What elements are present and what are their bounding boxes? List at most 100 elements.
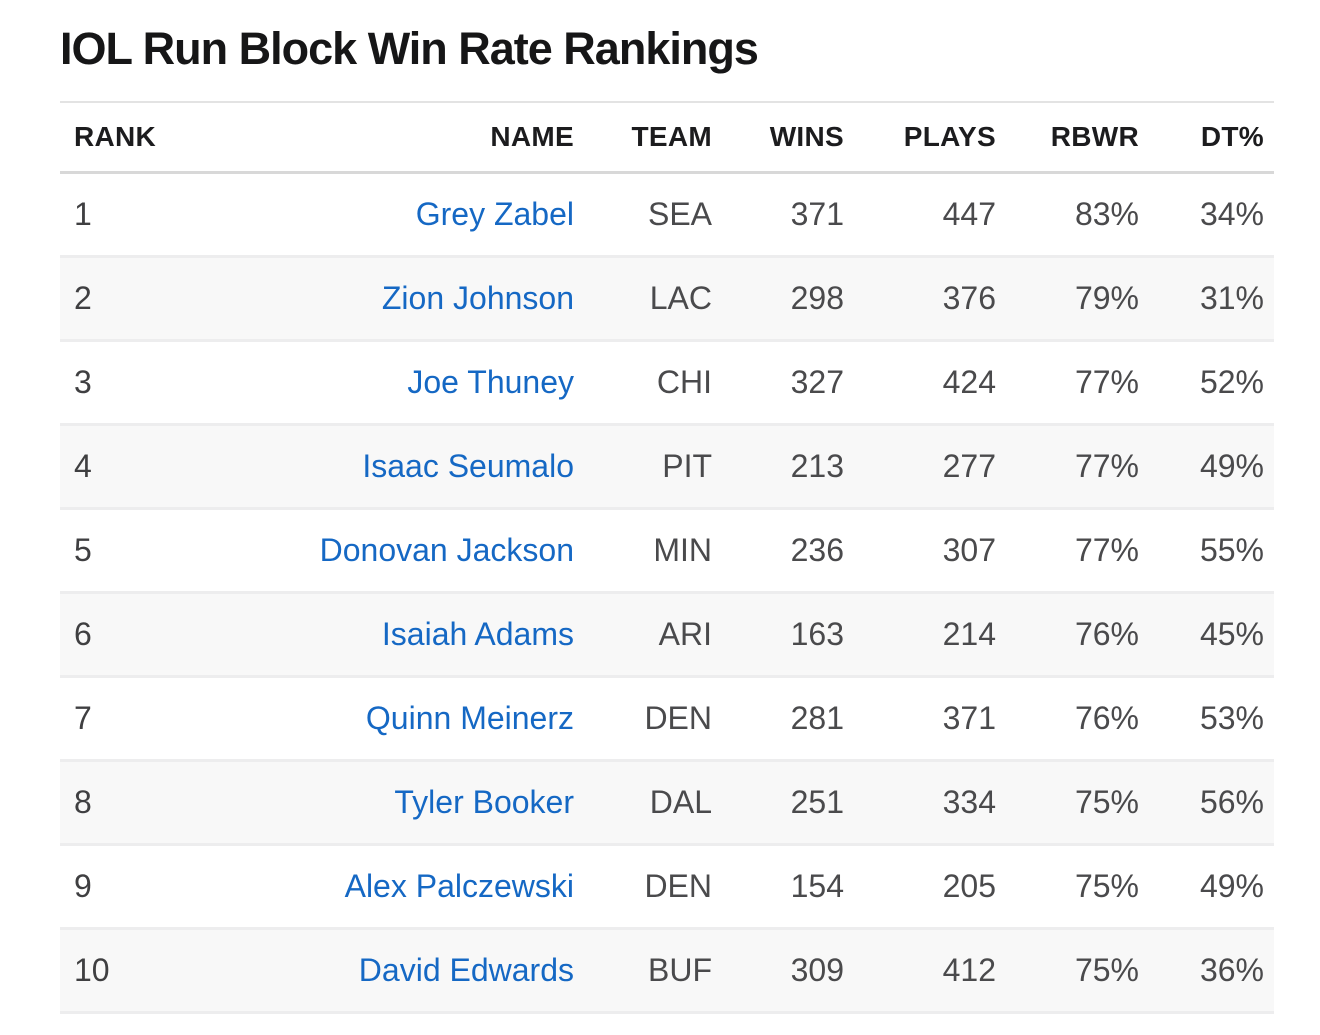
cell-rbwr: 83% [1074,196,1139,232]
table-row: 9 Alex Palczewski DEN 154 205 75% 49% [60,845,1274,929]
cell-wins: 213 [790,448,844,484]
cell-team: DEN [644,868,712,904]
cell-name: Isaiah Adams [192,593,574,677]
column-header-wins: WINS [769,120,844,152]
cell-team: DEN [644,700,712,736]
cell-name: Quinn Meinerz [192,677,574,761]
player-link[interactable]: Isaac Seumalo [362,448,574,484]
cell-rbwr: 77% [1074,448,1139,484]
cell-plays: 376 [942,280,996,316]
cell-team: PIT [662,448,712,484]
cell-wins: 327 [790,364,844,400]
table-row: 4 Isaac Seumalo PIT 213 277 77% 49% [60,424,1274,509]
cell-rank: 8 [74,784,92,820]
table-row: 6 Isaiah Adams ARI 163 214 76% 45% [60,592,1274,677]
cell-name: Tyler Booker [192,761,574,845]
cell-dt: 31% [1199,280,1264,316]
player-link[interactable]: Quinn Meinerz [365,700,574,736]
cell-rbwr: 77% [1074,532,1139,568]
cell-team: SEA [647,196,712,232]
cell-rank: 2 [74,280,92,316]
cell-team: BUF [648,952,712,988]
header-row: RANK NAME TEAM WINS PLAYS RBWR DT% [60,101,1274,173]
column-header-plays: PLAYS [903,120,996,152]
player-link[interactable]: Isaiah Adams [381,616,574,652]
table-row: 7 Quinn Meinerz DEN 281 371 76% 53% [60,677,1274,761]
column-header-rbwr: RBWR [1050,120,1139,152]
cell-dt: 34% [1199,196,1264,232]
column-header-rank: RANK [74,120,157,152]
table-row: 2 Zion Johnson LAC 298 376 79% 31% [60,256,1274,341]
column-header-dt: DT% [1200,120,1264,152]
cell-plays: 334 [942,784,996,820]
player-link[interactable]: David Edwards [358,952,574,988]
cell-name: Donovan Jackson [192,509,574,593]
cell-dt: 49% [1199,448,1264,484]
player-link[interactable]: Grey Zabel [415,196,574,232]
cell-team: CHI [656,364,712,400]
cell-team: DAL [649,784,712,820]
player-link[interactable]: Tyler Booker [394,784,574,820]
table-row: 8 Tyler Booker DAL 251 334 75% 56% [60,760,1274,845]
cell-rbwr: 75% [1074,952,1139,988]
cell-name: David Edwards [192,929,574,1013]
column-header-name: NAME [490,120,574,152]
cell-name: Grey Zabel [192,173,574,257]
cell-rank: 7 [74,700,92,736]
cell-wins: 251 [790,784,844,820]
cell-name: Alex Palczewski [192,845,574,929]
cell-team: MIN [653,532,712,568]
cell-dt: 53% [1199,700,1264,736]
cell-wins: 309 [790,952,844,988]
cell-rank: 3 [74,364,92,400]
cell-plays: 307 [942,532,996,568]
cell-rbwr: 77% [1074,364,1139,400]
content-container: IOL Run Block Win Rate Rankings RANK NAM… [60,0,1274,1014]
table-body: 1 Grey Zabel SEA 371 447 83% 34% 2 Zion … [60,173,1274,1013]
cell-rank: 6 [74,616,92,652]
page-title: IOL Run Block Win Rate Rankings [60,23,759,74]
player-link[interactable]: Zion Johnson [381,280,574,316]
cell-name: Joe Thuney [192,341,574,425]
cell-dt: 56% [1199,784,1264,820]
table-row: 1 Grey Zabel SEA 371 447 83% 34% [60,173,1274,257]
cell-plays: 447 [942,196,996,232]
cell-rank: 5 [74,532,92,568]
table-row: 10 David Edwards BUF 309 412 75% 36% [60,928,1274,1013]
cell-dt: 52% [1199,364,1264,400]
cell-wins: 236 [790,532,844,568]
table-header: RANK NAME TEAM WINS PLAYS RBWR DT% [60,101,1274,173]
cell-plays: 277 [942,448,996,484]
cell-plays: 412 [942,952,996,988]
table-row: 3 Joe Thuney CHI 327 424 77% 52% [60,341,1274,425]
cell-plays: 205 [942,868,996,904]
cell-name: Zion Johnson [192,257,574,341]
player-link[interactable]: Donovan Jackson [319,532,574,568]
cell-wins: 298 [790,280,844,316]
cell-plays: 371 [942,700,996,736]
cell-rbwr: 75% [1074,868,1139,904]
cell-team: LAC [649,280,712,316]
cell-rbwr: 79% [1074,280,1139,316]
rankings-table: RANK NAME TEAM WINS PLAYS RBWR DT% 1 Gre… [60,101,1274,1015]
cell-rank: 1 [74,196,92,232]
player-link[interactable]: Alex Palczewski [344,868,574,904]
cell-wins: 371 [790,196,844,232]
cell-team: ARI [658,616,712,652]
cell-plays: 424 [942,364,996,400]
cell-name: Isaac Seumalo [192,425,574,509]
cell-wins: 163 [790,616,844,652]
column-header-team: TEAM [631,120,712,152]
table-row: 5 Donovan Jackson MIN 236 307 77% 55% [60,509,1274,593]
cell-wins: 154 [790,868,844,904]
cell-rank: 9 [74,868,92,904]
player-link[interactable]: Joe Thuney [407,364,574,400]
cell-rbwr: 75% [1074,784,1139,820]
cell-plays: 214 [942,616,996,652]
cell-dt: 45% [1199,616,1264,652]
cell-rbwr: 76% [1074,616,1139,652]
cell-dt: 36% [1199,952,1264,988]
cell-rank: 4 [74,448,92,484]
cell-dt: 49% [1199,868,1264,904]
cell-rank: 10 [74,952,110,988]
